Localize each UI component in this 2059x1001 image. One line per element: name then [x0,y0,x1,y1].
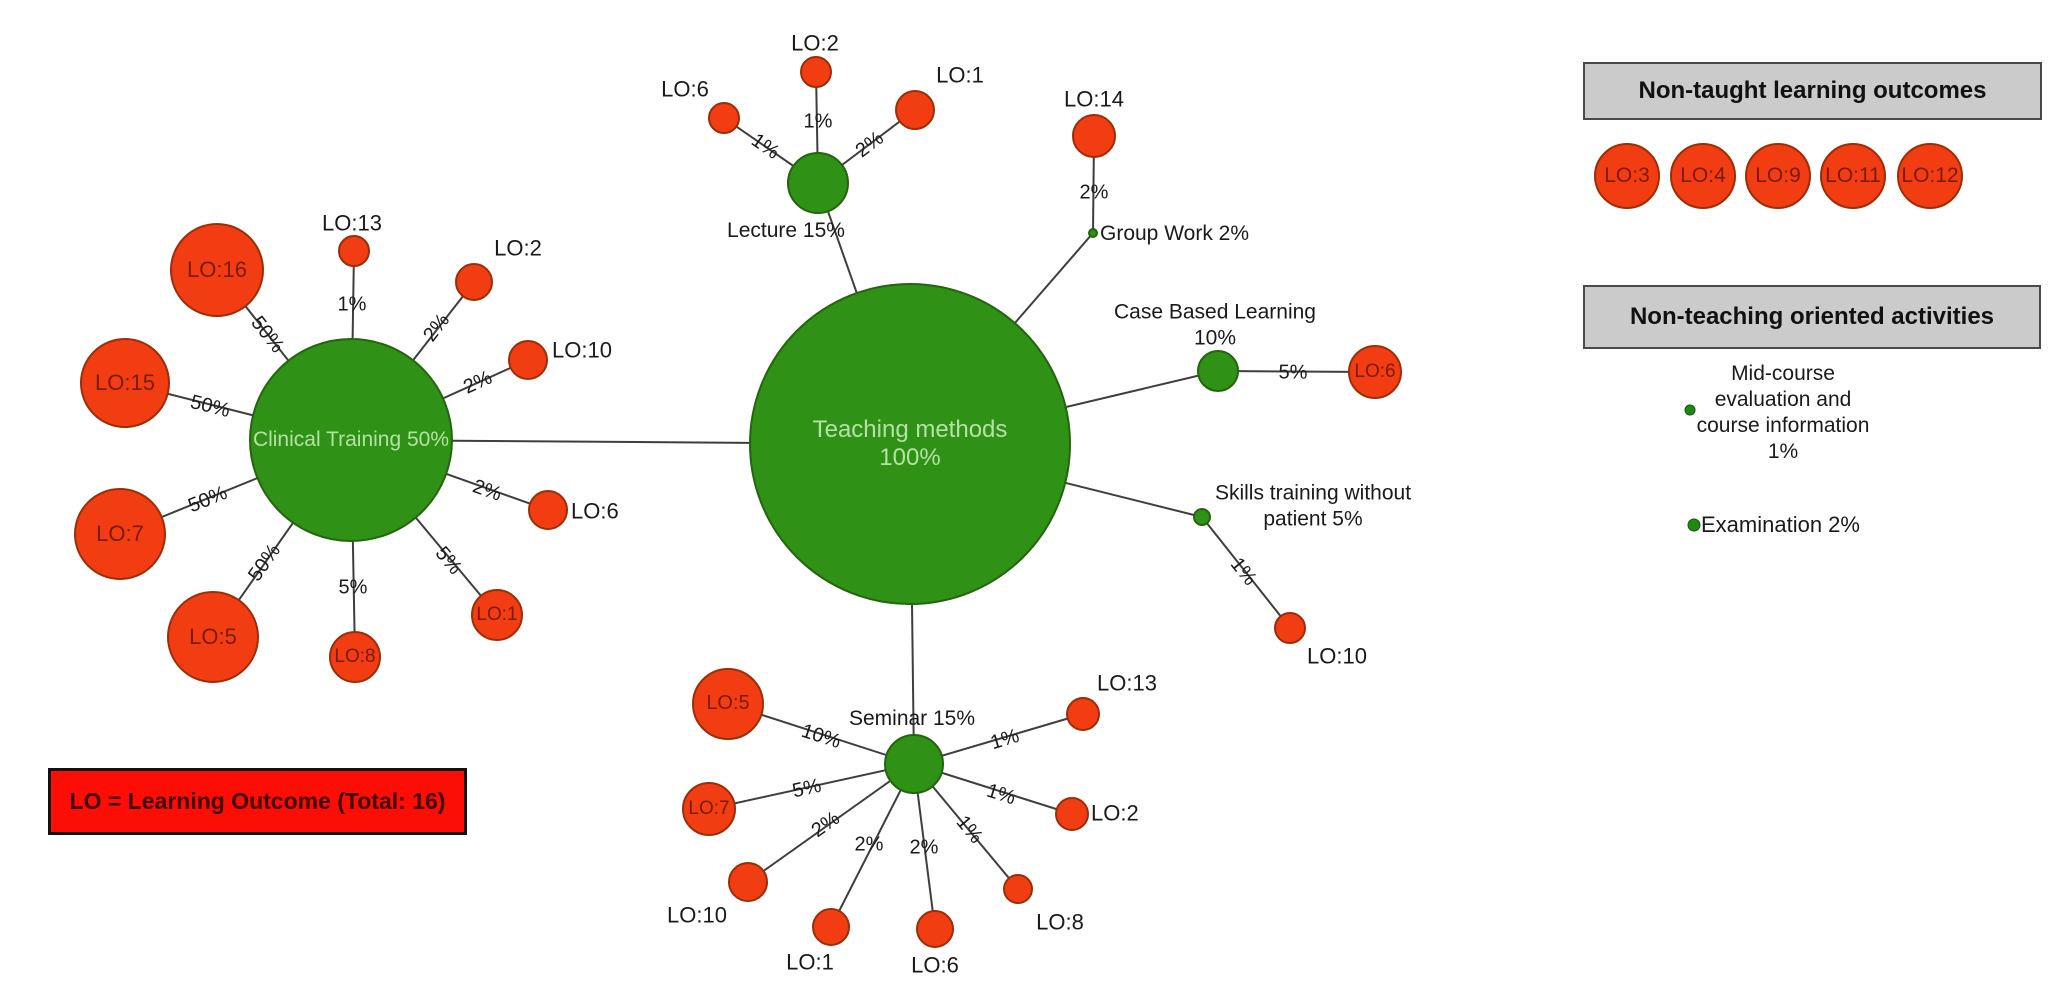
edge-tm-seminar [909,443,915,765]
legend-box: LO = Learning Outcome (Total: 16) [48,768,467,835]
edge-seminar-sem_lo6 [913,763,936,930]
edge-ct-ct_lo8 [350,439,356,658]
edge-lecture-lec_lo2 [815,71,819,184]
mid-course-dot-icon [1684,404,1696,416]
edge-ct-ct_lo10 [350,359,529,441]
non-teaching-activities-panel: Non-teaching oriented activities [1583,285,2041,349]
edge-ct-ct_lo15 [124,382,352,441]
legend-text: LO = Learning Outcome (Total: 16) [69,788,446,814]
edge-seminar-sem_lo13 [913,713,1084,765]
non-teaching-activities-title: Non-teaching oriented activities [1629,303,1995,330]
edge-tm-ct [350,439,911,445]
edge-ct-ct_lo13 [350,250,355,441]
edge-seminar-sem_lo7 [708,763,915,810]
edge-lecture-lec_lo1 [817,109,916,184]
edge-seminar-sem_lo5 [727,703,915,765]
edge-gw-gw_lo14 [1092,135,1095,234]
edge-ct-ct_lo5 [212,439,352,638]
edge-seminar-sem_lo2 [913,763,1073,815]
edge-seminar-sem_lo1 [830,763,915,928]
examination-dot-icon [1687,518,1701,532]
edge-ct-ct_lo7 [119,439,352,535]
edge-ct-ct_lo16 [216,269,352,441]
edge-tm-lecture [817,182,911,445]
edge-seminar-sem_lo8 [913,763,1019,890]
edge-skills-sk_lo10 [1201,516,1291,629]
edge-tm-skills [909,443,1203,518]
mid-course-activity-label: Mid-course evaluation and course informa… [1696,362,1870,463]
edge-tm-gw [909,232,1094,445]
examination-activity-label: Examination 2% [1701,512,1860,537]
non-taught-outcomes-panel: Non-taught learning outcomes [1583,62,2042,120]
edge-ct-ct_lo2 [350,281,475,441]
edge-lecture-lec_lo6 [723,117,819,184]
edge-cbl-cbl_lo6 [1217,370,1376,373]
edge-tm-cbl [909,370,1219,445]
non-taught-outcomes-title: Non-taught learning outcomes [1638,77,1987,104]
